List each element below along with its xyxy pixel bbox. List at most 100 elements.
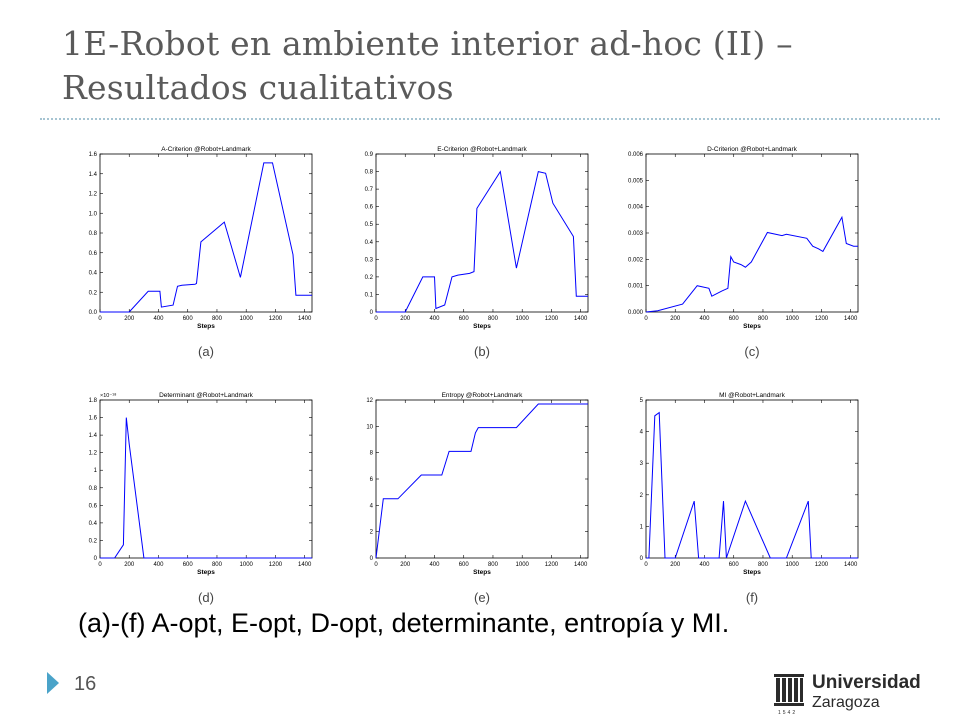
y-tick-label: 0.3 [365, 257, 374, 263]
x-tick-label: 1400 [298, 562, 312, 568]
y-tick-label: 1.6 [89, 416, 98, 422]
y-tick-label: 0.4 [89, 521, 98, 527]
chart-a: A-Criterion @Robot+Landmark 0 200 400 600 800… [89, 146, 313, 359]
y-tick-label: 0.2 [365, 275, 374, 281]
university-shield-icon [774, 674, 804, 706]
x-tick-label: 200 [400, 562, 411, 568]
x-tick-label: 400 [699, 316, 710, 322]
logo-year: 1542 [778, 710, 798, 716]
x-tick-label: 1200 [269, 562, 283, 568]
x-tick-label: 800 [758, 316, 769, 322]
panel-label: (a) [198, 344, 214, 359]
x-axis-label: Steps [743, 323, 761, 330]
y-tick-label: 1 [640, 524, 644, 530]
x-axis-label: Steps [473, 569, 491, 576]
plot-frame [99, 153, 313, 313]
figure-caption: (a)-(f) A-opt, E-opt, D-opt, determinant… [78, 608, 730, 638]
y-tick-label: 2 [640, 493, 644, 499]
y-tick-label: 6 [370, 477, 374, 483]
x-tick-label: 400 [699, 562, 710, 568]
footer-arrow-icon [47, 672, 59, 694]
y-tick-label: 0 [94, 556, 98, 562]
slide-title: 1E-Robot en ambiente interior ad-hoc (II… [62, 24, 793, 107]
y-tick-label: 5 [640, 398, 644, 404]
x-tick-label: 400 [429, 562, 440, 568]
y-axis-multiplier: ×10⁻¹⁸ [100, 392, 116, 399]
x-tick-label: 1200 [269, 316, 283, 322]
y-tick-label: 0.6 [89, 503, 98, 509]
x-tick-label: 800 [212, 316, 223, 322]
x-tick-label: 600 [183, 316, 194, 322]
x-tick-label: 1000 [786, 316, 800, 322]
university-logo: 1542 Universidad Zaragoza [770, 672, 921, 716]
y-tick-label: 0.1 [365, 292, 374, 298]
series-line [100, 162, 312, 313]
y-tick-label: 2 [370, 530, 374, 536]
x-tick-label: 400 [429, 316, 440, 322]
plot-frame [645, 153, 859, 313]
series-line [100, 417, 312, 559]
y-tick-label: 4 [370, 503, 374, 509]
chart-title: A-Criterion @Robot+Landmark [161, 146, 251, 153]
y-tick-label: 1.0 [89, 211, 98, 217]
x-tick-label: 1200 [815, 562, 829, 568]
y-tick-label: 3 [640, 461, 644, 467]
x-tick-label: 1400 [574, 562, 588, 568]
chart-title: Entropy @Robot+Landmark [442, 392, 524, 399]
y-tick-label: 12 [366, 398, 373, 404]
plot-frame [99, 399, 313, 559]
x-tick-label: 1400 [844, 562, 858, 568]
x-axis-label: Steps [473, 323, 491, 330]
x-tick-label: 0 [644, 562, 648, 568]
y-tick-label: 0.002 [628, 257, 644, 263]
y-tick-label: 0.003 [628, 231, 644, 237]
y-tick-label: 1.8 [89, 398, 98, 404]
x-tick-label: 600 [459, 562, 470, 568]
x-tick-label: 0 [374, 316, 378, 322]
y-tick-label: 0.8 [89, 486, 98, 492]
x-tick-label: 400 [153, 562, 164, 568]
chart-title: D-Criterion @Robot+Landmark [707, 146, 798, 153]
y-tick-label: 0.004 [628, 205, 644, 211]
plot-frame [375, 153, 589, 313]
y-tick-label: 10 [366, 424, 373, 430]
x-tick-label: 1000 [786, 562, 800, 568]
y-tick-label: 0.4 [89, 271, 98, 277]
x-tick-label: 200 [124, 562, 135, 568]
panel-label: (f) [746, 590, 758, 605]
x-tick-label: 800 [212, 562, 223, 568]
chart-f: MI @Robot+Landmark 0 200 400 600 800 1000 1200 1… [640, 392, 859, 605]
panel-label: (b) [474, 344, 490, 359]
chart-title: E-Criterion @Robot+Landmark [437, 146, 527, 153]
y-tick-label: 0.8 [365, 170, 374, 176]
chart-e: Entropy @Robot+Landmark 0 200 400 600 800 1000… [366, 392, 589, 605]
y-tick-label: 0.0 [89, 310, 98, 316]
x-tick-label: 200 [670, 562, 681, 568]
y-tick-label: 1.4 [89, 172, 98, 178]
title-divider [40, 118, 940, 120]
x-tick-label: 1400 [298, 316, 312, 322]
series-line [376, 170, 588, 313]
series-line [375, 403, 588, 559]
x-tick-label: 1200 [545, 562, 559, 568]
x-tick-label: 1000 [516, 562, 530, 568]
panel-label: (c) [744, 344, 759, 359]
x-tick-label: 1000 [240, 316, 254, 322]
chart-d: Determinant @Robot+Landmark 0 200 400 600 800… [89, 392, 313, 605]
x-tick-label: 0 [98, 316, 102, 322]
plot-frame [375, 399, 589, 559]
x-tick-label: 600 [183, 562, 194, 568]
x-tick-label: 200 [124, 316, 135, 322]
x-tick-label: 600 [729, 562, 740, 568]
y-tick-label: 0 [640, 556, 644, 562]
y-tick-label: 4 [640, 430, 644, 436]
x-tick-label: 600 [729, 316, 740, 322]
x-tick-label: 0 [98, 562, 102, 568]
x-tick-label: 1400 [574, 316, 588, 322]
y-tick-label: 0.006 [628, 152, 644, 158]
x-tick-label: 400 [153, 316, 164, 322]
y-tick-label: 0.7 [365, 187, 374, 193]
y-tick-label: 0.6 [89, 251, 98, 257]
y-tick-label: 0.2 [89, 538, 98, 544]
x-axis-label: Steps [743, 569, 761, 576]
